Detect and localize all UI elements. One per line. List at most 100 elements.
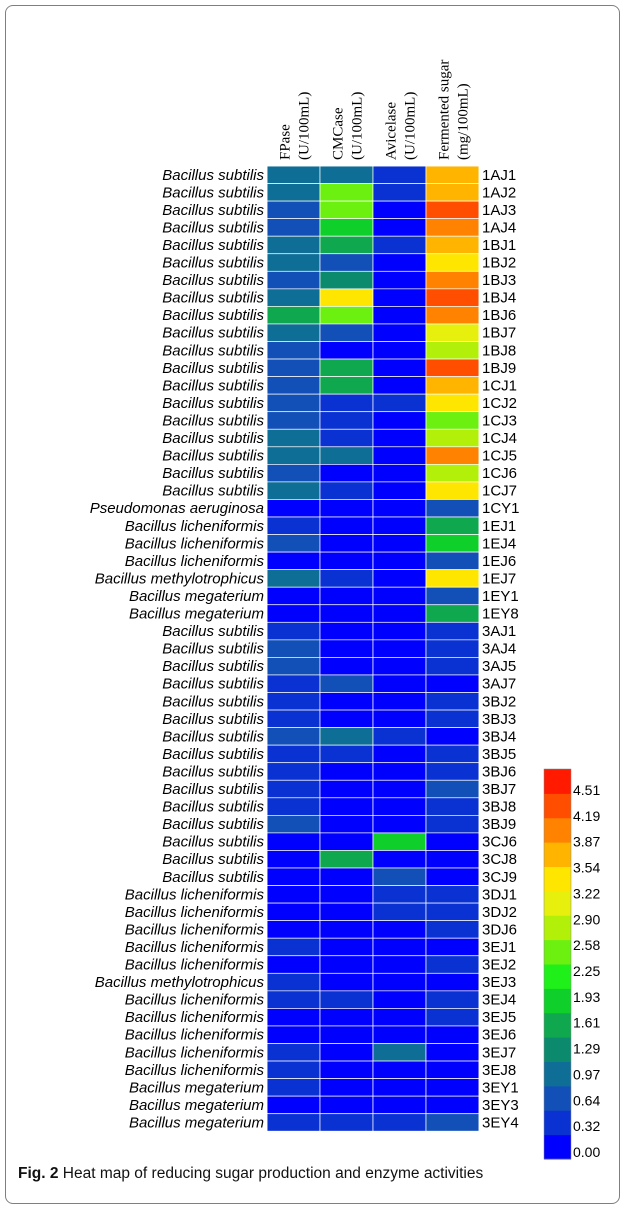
- column-header-label: (mg/100mL): [456, 83, 472, 160]
- heatmap-cell: [266, 779, 321, 799]
- row-code-label: 1EJ4: [482, 535, 516, 552]
- heatmap-cell: [319, 972, 374, 992]
- heatmap-cell: [425, 1025, 480, 1044]
- row-species-label: Bacillus subtilis: [162, 728, 264, 745]
- colorbar-segment: [544, 817, 571, 843]
- row-species-label: Bacillus subtilis: [162, 219, 264, 236]
- heatmap-cell: [319, 323, 374, 342]
- row-species-label: Bacillus subtilis: [162, 377, 264, 394]
- row-code-label: 3EY4: [482, 1114, 519, 1131]
- heatmap-cell: [425, 464, 480, 483]
- heatmap-cell: [266, 586, 321, 606]
- heatmap-cell: [425, 411, 480, 430]
- colorbar-tick-label: 3.87: [573, 834, 600, 850]
- heatmap-cell: [319, 516, 374, 535]
- heatmap-cell: [319, 270, 374, 290]
- row-code-label: 1BJ7: [482, 325, 516, 342]
- heatmap-cell: [319, 1008, 374, 1027]
- heatmap-cell: [266, 885, 321, 904]
- heatmap-cell: [372, 253, 427, 272]
- heatmap-cell: [266, 1008, 321, 1027]
- heatmap-cell: [266, 692, 321, 711]
- heatmap-cell: [319, 288, 374, 307]
- row-code-label: 3EY3: [482, 1097, 519, 1114]
- heatmap-cell: [319, 411, 374, 430]
- heatmap-cell: [266, 183, 321, 202]
- row-code-label: 1CJ6: [482, 465, 517, 482]
- heatmap-cell: [372, 569, 427, 588]
- row-species-label: Bacillus licheniformis: [125, 886, 265, 903]
- heatmap-cell: [425, 341, 480, 360]
- row-species-label: Bacillus subtilis: [162, 781, 264, 798]
- heatmap-cell: [372, 709, 427, 728]
- heatmap-cell: [372, 744, 427, 764]
- heatmap-cell: [425, 586, 480, 606]
- row-species-label: Bacillus subtilis: [162, 676, 264, 693]
- colorbar-segment: [544, 939, 571, 965]
- heatmap-cell: [372, 920, 427, 939]
- row-species-label: Bacillus subtilis: [162, 342, 264, 359]
- heatmap-cell: [372, 306, 427, 325]
- row-code-label: 1CJ4: [482, 430, 517, 447]
- column-header-label: (U/100mL): [297, 92, 313, 160]
- heatmap-cell: [372, 867, 427, 886]
- colorbar-segment: [544, 1061, 571, 1087]
- heatmap-cell: [372, 218, 427, 237]
- row-species-label: Bacillus licheniformis: [125, 904, 265, 921]
- row-species-label: Bacillus subtilis: [162, 851, 264, 868]
- heatmap-cell: [425, 657, 480, 676]
- heatmap-cell: [266, 990, 321, 1009]
- heatmap-cell: [425, 551, 480, 570]
- row-species-label: Bacillus subtilis: [162, 483, 264, 500]
- heatmap-cell: [266, 464, 321, 483]
- heatmap-cell: [425, 920, 480, 939]
- row-code-label: 1AJ1: [482, 167, 516, 184]
- colorbar-segment: [544, 793, 571, 819]
- colorbar-segment: [544, 842, 571, 867]
- colorbar-tick-label: 2.90: [573, 911, 600, 927]
- row-species-label: Bacillus megaterium: [129, 1097, 264, 1114]
- heatmap-cell: [372, 1043, 427, 1062]
- heatmap-cell: [266, 762, 321, 781]
- row-code-label: 1AJ4: [482, 219, 516, 236]
- heatmap-cell: [425, 253, 480, 272]
- row-species-label: Bacillus licheniformis: [125, 1027, 265, 1044]
- heatmap-cell: [372, 674, 427, 693]
- heatmap-cell: [319, 674, 374, 693]
- colorbar-tick-label: 0.97: [573, 1066, 600, 1082]
- row-code-label: 1BJ9: [482, 360, 516, 377]
- heatmap-cell: [266, 727, 321, 746]
- row-species-label: Bacillus licheniformis: [125, 992, 265, 1009]
- heatmap-cell: [319, 218, 374, 237]
- heatmap-cell: [425, 972, 480, 992]
- row-code-label: 3AJ7: [482, 676, 516, 693]
- heatmap-cell: [319, 779, 374, 799]
- heatmap-cell: [266, 341, 321, 360]
- row-code-label: 3BJ5: [482, 746, 516, 763]
- row-species-label: Bacillus licheniformis: [125, 1009, 265, 1026]
- heatmap-cell: [372, 499, 427, 518]
- heatmap-cell: [372, 1095, 427, 1115]
- heatmap-cell: [372, 832, 427, 851]
- row-species-label: Pseudomonas aeruginosa: [90, 500, 264, 517]
- heatmap-cell: [319, 1025, 374, 1044]
- row-code-label: 3CJ6: [482, 834, 517, 851]
- heatmap-cell: [319, 797, 374, 816]
- heatmap-cell: [266, 516, 321, 535]
- heatmap-cell: [425, 288, 480, 307]
- heatmap-cell: [266, 323, 321, 342]
- heatmap-cell: [319, 341, 374, 360]
- heatmap-cell: [372, 639, 427, 658]
- heatmap-cell: [266, 411, 321, 430]
- row-species-label: Bacillus subtilis: [162, 395, 264, 412]
- heatmap-cell: [425, 744, 480, 764]
- heatmap-cell: [319, 867, 374, 886]
- row-species-label: Bacillus subtilis: [162, 711, 264, 728]
- heatmap-cell: [425, 1078, 480, 1097]
- heatmap-cell: [372, 885, 427, 904]
- heatmap-cell: [372, 727, 427, 746]
- row-species-label: Bacillus subtilis: [162, 641, 264, 658]
- row-code-label: 3BJ2: [482, 693, 516, 710]
- colorbar-tick-label: 0.32: [573, 1118, 600, 1134]
- row-code-label: 1BJ2: [482, 255, 516, 272]
